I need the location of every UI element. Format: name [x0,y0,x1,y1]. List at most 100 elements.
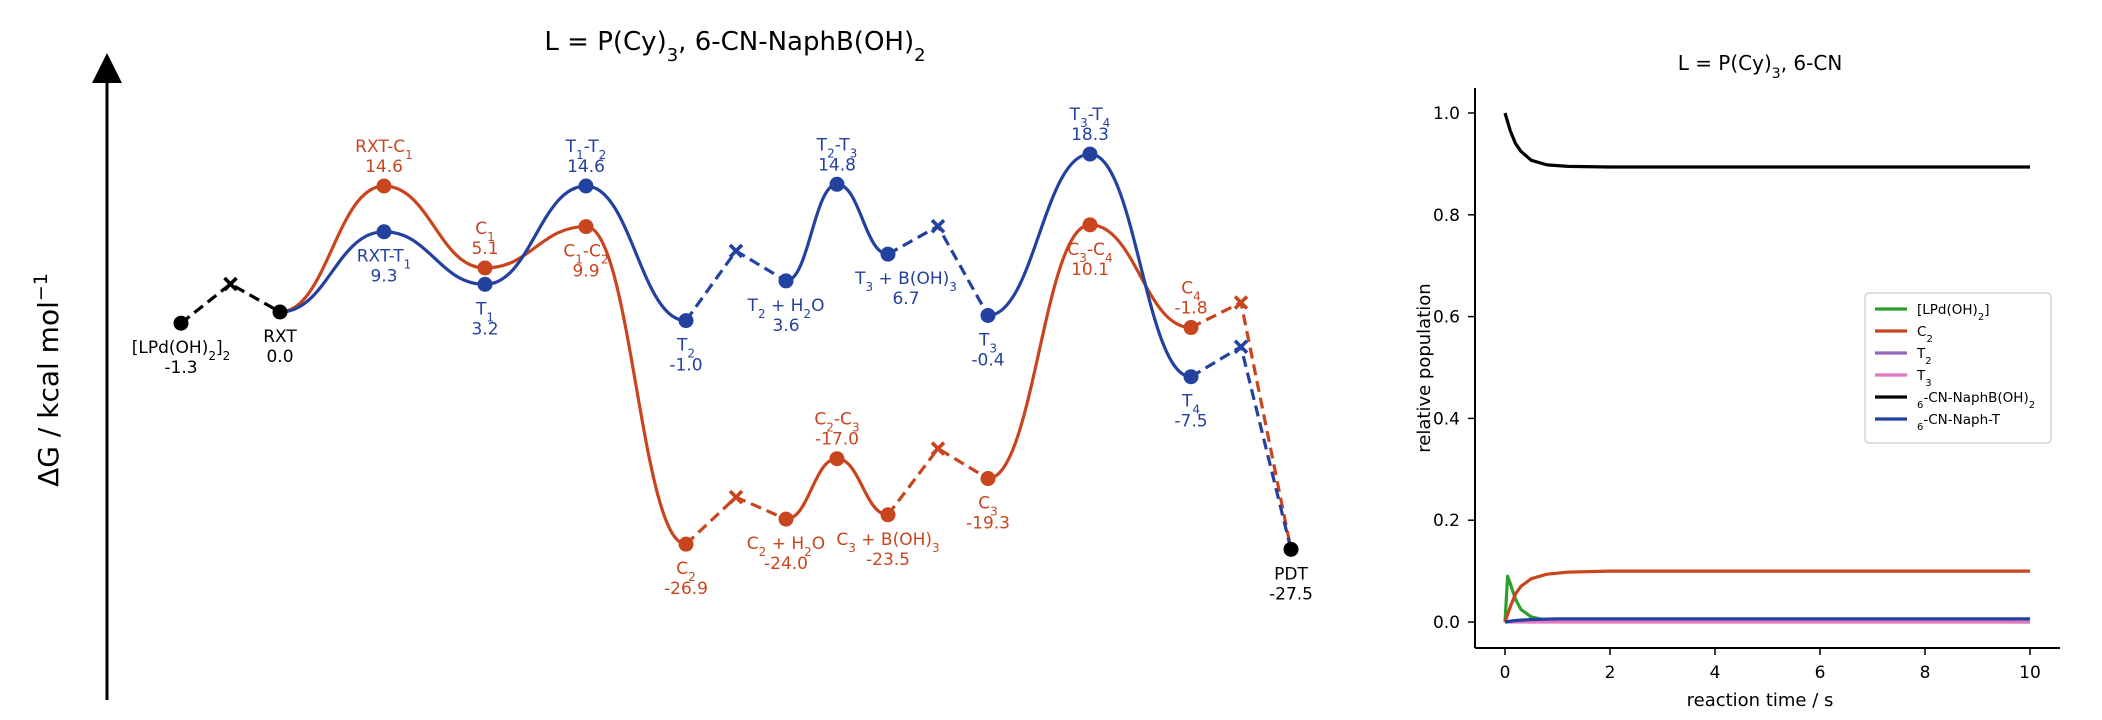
value-c2-c3: -17.0 [815,430,859,450]
point-rxt [272,304,288,320]
t-segment-t2h2o [785,182,838,283]
population-y-label: relative population [1414,283,1435,452]
population-lines [1503,112,2031,624]
x-tick-label: 2 [1605,663,1616,683]
value-c1: 5.1 [471,239,498,259]
point-t3 [980,307,996,323]
value-rxt-c1: 14.6 [365,157,403,177]
label-c1-c2: C1-C2 [563,242,608,267]
t-segment-rxt [279,230,385,314]
point-lpd-oh-2-2 [173,315,189,331]
t-segment-t3 [987,152,1091,318]
x-tick-label: 10 [2019,663,2041,683]
point-c3-b-oh-3 [880,507,896,523]
label-t4: T4 [1181,392,1200,417]
value-t2: -1.0 [669,356,702,376]
value-c2: -26.9 [664,579,708,599]
point-c2 [678,536,694,552]
population-x-label: reaction time / s [1687,690,1834,711]
legend-label-6-cn-naph-t: 6-CN-Naph-T [1917,412,2001,433]
c-segment-c3c4 [1089,223,1192,330]
energy-axis-label: ΔG / kcal mol−1 [30,273,65,487]
value-t1: 3.2 [471,319,498,339]
label-t2: T2 [676,336,695,361]
series-line-6-cn-naph-t [1504,617,2030,624]
segment-lpd-rxt [180,282,281,325]
c-segment-c2c3 [836,457,889,517]
label-t2-t3: T2-T3 [816,135,858,160]
x-tick-label: 4 [1710,663,1721,683]
legend-label-t2: T2 [1916,346,1932,367]
c-dashed-c3b-c3-x-marker [930,441,946,456]
c-segment-c1 [484,224,587,270]
value-t3: -0.4 [971,350,1004,370]
c-dashed-c3b-c3 [886,446,989,516]
profile-curves [180,152,1293,550]
label-t1-t2: T1-T2 [565,137,607,162]
label-c2-h2o: C2 + H2O [747,534,825,559]
point-t2 [678,313,694,329]
y-tick-label: 0.8 [1433,206,1460,226]
label-t3-t4: T3-T4 [1069,105,1111,130]
y-tick-label: 0.4 [1433,409,1460,429]
t-dashed-t2-h2o-x-marker [728,243,744,259]
point-pdt [1283,541,1299,557]
x-tick-label: 8 [1920,663,1931,683]
energy-profile-title: L = P(Cy)3, 6-CN-NaphB(OH)2 [544,27,925,66]
t-segment-t2t3 [836,182,889,256]
segment-lpd-rxt-x-marker [223,276,238,292]
c-segment-rxt [279,184,385,314]
label-c4: C4 [1181,279,1201,304]
value-pdt: -27.5 [1269,584,1313,604]
c-dashed-c2-h2o-x-marker [728,489,744,505]
point-t1 [477,276,493,292]
c-segment-c2h2o [785,457,838,521]
point-c1 [477,260,493,276]
label-rxt: RXT [263,327,297,347]
c-segment-rxt-c1 [383,184,486,270]
t-dashed-t4-pdt [1190,344,1293,550]
label-lpd-oh-2-2: [LPd(OH)2]2 [132,338,231,363]
t-dashed-t4-pdt-x-marker [1233,339,1249,354]
c-segment-c3 [987,223,1091,481]
label-rxt-c1: RXT-C1 [355,137,413,162]
t-segment-rxt-t1 [383,230,486,286]
value-t4: -7.5 [1174,412,1207,432]
value-t1-t2: 14.6 [567,157,605,177]
value-t3-t4: 18.3 [1071,125,1109,145]
value-c3-c4: 10.1 [1071,260,1109,280]
label-rxt-t1: RXT-T1 [357,247,412,272]
legend-label-t3: T3 [1916,368,1932,389]
point-t3-b-oh-3 [880,246,896,262]
series-line-lpd-oh-2 [1503,574,2031,624]
label-c3: C3 [978,494,998,519]
point-c2-c3 [829,451,845,467]
point-c3 [980,471,996,487]
label-pdt: PDT [1274,564,1308,584]
t-segment-t1-t2 [585,184,687,323]
legend-frame [1864,292,2052,444]
y-tick-label: 0.2 [1433,511,1460,531]
c-dashed-c4-pdt-x-marker [1233,295,1249,310]
profile-markers [173,146,1299,557]
series-line-c2 [1503,569,2030,623]
label-c2: C2 [676,559,696,584]
point-t3-t4 [1082,146,1098,162]
value-rxt: 0.0 [266,347,293,367]
t-dashed-t3b-t3-x-marker [930,218,946,234]
point-rxt-t1 [376,224,392,240]
population-ticks: 0 2 4 6 8 10 0.0 0.2 0.4 0.6 0.8 1.0 [1433,104,2041,683]
energy-profile-chart: L = P(Cy)3, 6-CN-NaphB(OH)2 ΔG / kcal mo… [30,27,1313,700]
legend-label-6-cn-naphb-oh-2: 6-CN-NaphB(OH)2 [1917,390,2035,411]
point-c3-c4 [1082,217,1098,233]
c-segment-c1-c2 [585,224,687,546]
point-t2-t3 [829,176,845,192]
value-rxt-t1: 9.3 [370,267,397,287]
value-t3-b-oh-3: 6.7 [892,289,919,309]
value-c2-h2o: -24.0 [764,554,808,574]
series-line-6-cn-naphb-oh-2 [1503,112,2030,169]
point-rxt-c1 [376,178,392,194]
value-t2-h2o: 3.6 [772,316,799,336]
population-title: L = P(Cy)3, 6-CN [1678,51,1843,82]
